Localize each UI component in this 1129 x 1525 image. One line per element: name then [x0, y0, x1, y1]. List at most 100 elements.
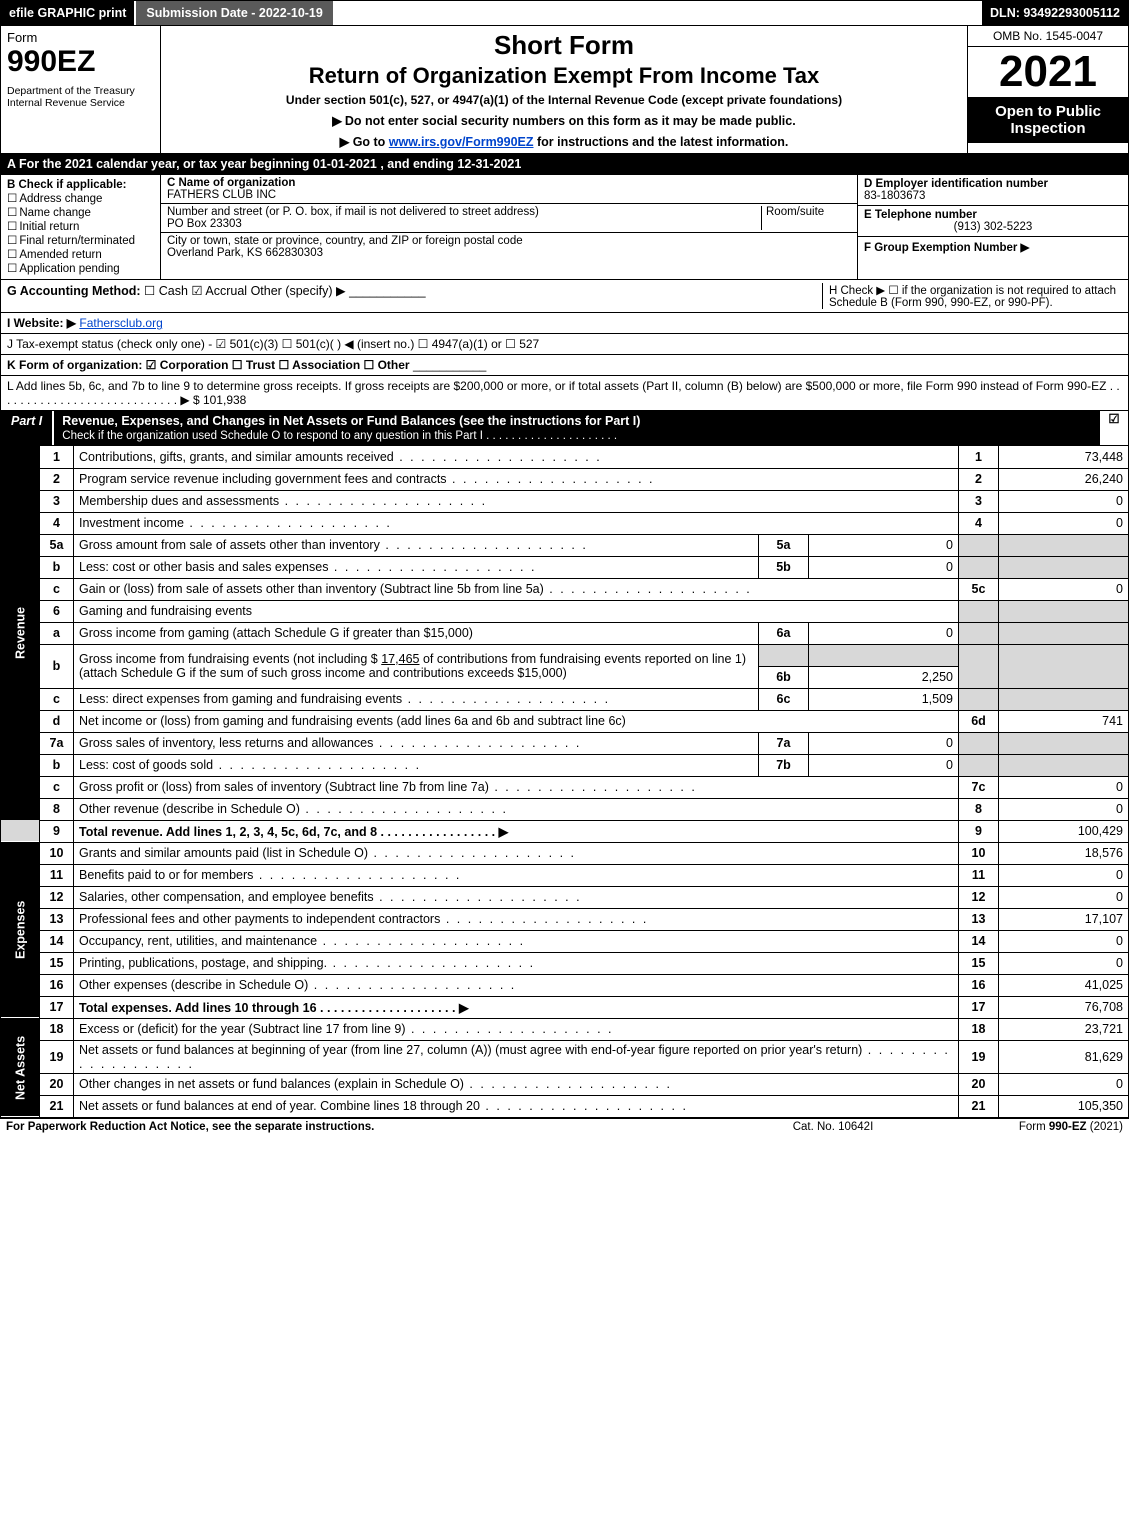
- l8-val: 0: [999, 798, 1129, 820]
- footer-form-ref: Form 990-EZ (2021): [953, 1121, 1123, 1133]
- l14-val: 0: [999, 930, 1129, 952]
- l20-desc: Other changes in net assets or fund bala…: [74, 1073, 959, 1095]
- h-schedule-b: H Check ▶ ☐ if the organization is not r…: [822, 283, 1122, 309]
- l6a-inval: 0: [809, 622, 959, 644]
- l21-val: 105,350: [999, 1095, 1129, 1117]
- instruction-no-ssn: Do not enter social security numbers on …: [167, 113, 961, 128]
- side-netassets: Net Assets: [1, 1018, 40, 1117]
- col-b-title: B Check if applicable:: [7, 179, 154, 191]
- chk-other[interactable]: Other (specify) ▶ ___________: [251, 284, 426, 298]
- f-label: F Group Exemption Number ▶: [864, 242, 1029, 254]
- section-bcdef: B Check if applicable: Address change Na…: [0, 175, 1129, 280]
- efile-print[interactable]: efile GRAPHIC print: [1, 1, 136, 25]
- room-label: Room/suite: [766, 206, 824, 218]
- header-right: OMB No. 1545-0047 2021 Open to Public In…: [968, 26, 1128, 153]
- l6b-inval: 2,250: [809, 666, 959, 688]
- street-label: Number and street (or P. O. box, if mail…: [167, 206, 539, 218]
- l6b-desc: Gross income from fundraising events (no…: [74, 644, 759, 688]
- l1-val: 73,448: [999, 446, 1129, 468]
- line-6: 6Gaming and fundraising events: [1, 600, 1129, 622]
- l7c-val: 0: [999, 776, 1129, 798]
- l8-desc: Other revenue (describe in Schedule O): [74, 798, 959, 820]
- l5a-inval: 0: [809, 534, 959, 556]
- submission-date: Submission Date - 2022-10-19: [136, 1, 334, 25]
- chk-name-change[interactable]: Name change: [7, 205, 154, 219]
- line-4: 4Investment income40: [1, 512, 1129, 534]
- l7b-inval: 0: [809, 754, 959, 776]
- part-i-title: Revenue, Expenses, and Changes in Net As…: [54, 411, 1100, 445]
- chk-accrual[interactable]: ☑ Accrual: [191, 284, 247, 298]
- l-text: L Add lines 5b, 6c, and 7b to line 9 to …: [7, 379, 1120, 407]
- line-6b: bGross income from fundraising events (n…: [1, 644, 1129, 666]
- chk-address-change[interactable]: Address change: [7, 191, 154, 205]
- l6c-desc: Less: direct expenses from gaming and fu…: [74, 688, 759, 710]
- l1-desc: Contributions, gifts, grants, and simila…: [74, 446, 959, 468]
- l5b-inval: 0: [809, 556, 959, 578]
- line-15: 15Printing, publications, postage, and s…: [1, 952, 1129, 974]
- l5a-desc: Gross amount from sale of assets other t…: [74, 534, 759, 556]
- l18-desc: Excess or (deficit) for the year (Subtra…: [74, 1018, 959, 1040]
- l15-val: 0: [999, 952, 1129, 974]
- phone-row: E Telephone number (913) 302-5223: [858, 206, 1128, 237]
- instruction-goto: ▶ Go to www.irs.gov/Form990EZ for instru…: [167, 134, 961, 149]
- column-b-checkboxes: B Check if applicable: Address change Na…: [1, 175, 161, 279]
- row-l-gross-receipts: L Add lines 5b, 6c, and 7b to line 9 to …: [0, 376, 1129, 411]
- line-20: 20Other changes in net assets or fund ba…: [1, 1073, 1129, 1095]
- department-label: Department of the Treasury Internal Reve…: [7, 85, 154, 109]
- goto-post: for instructions and the latest informat…: [534, 135, 789, 149]
- line-9: 9Total revenue. Add lines 1, 2, 3, 4, 5c…: [1, 820, 1129, 842]
- l6-desc: Gaming and fundraising events: [74, 600, 959, 622]
- l5c-val: 0: [999, 578, 1129, 600]
- row-a-tax-year: A For the 2021 calendar year, or tax yea…: [0, 154, 1129, 175]
- l7a-inval: 0: [809, 732, 959, 754]
- line-19: 19Net assets or fund balances at beginni…: [1, 1040, 1129, 1073]
- accounting-method: G Accounting Method: ☐ Cash ☑ Accrual Ot…: [7, 283, 822, 309]
- side-revenue: Revenue: [1, 446, 40, 820]
- column-c-org-info: C Name of organization FATHERS CLUB INC …: [161, 175, 858, 279]
- irs-link[interactable]: www.irs.gov/Form990EZ: [389, 135, 534, 149]
- l5b-desc: Less: cost or other basis and sales expe…: [74, 556, 759, 578]
- line-18: Net Assets18Excess or (deficit) for the …: [1, 1018, 1129, 1040]
- chk-amended-return[interactable]: Amended return: [7, 247, 154, 261]
- line-5c: cGain or (loss) from sale of assets othe…: [1, 578, 1129, 600]
- line-7c: cGross profit or (loss) from sales of in…: [1, 776, 1129, 798]
- l17-val: 76,708: [999, 996, 1129, 1018]
- l9-desc: Total revenue. Add lines 1, 2, 3, 4, 5c,…: [74, 820, 959, 842]
- part-i-subtitle: Check if the organization used Schedule …: [62, 430, 617, 442]
- part-i-checkbox[interactable]: ☑: [1100, 411, 1128, 445]
- ein-value: 83-1803673: [864, 190, 925, 202]
- website-link[interactable]: Fathersclub.org: [79, 316, 162, 330]
- open-to-public: Open to Public Inspection: [968, 97, 1128, 143]
- chk-initial-return[interactable]: Initial return: [7, 219, 154, 233]
- group-exemption-row: F Group Exemption Number ▶: [858, 237, 1128, 257]
- footer-left: For Paperwork Reduction Act Notice, see …: [6, 1121, 713, 1133]
- street-value: PO Box 23303: [167, 218, 242, 230]
- l16-desc: Other expenses (describe in Schedule O): [74, 974, 959, 996]
- org-name-row: C Name of organization FATHERS CLUB INC: [161, 175, 857, 204]
- l7a-desc: Gross sales of inventory, less returns a…: [74, 732, 759, 754]
- form-number: 990EZ: [7, 45, 154, 79]
- line-6c: cLess: direct expenses from gaming and f…: [1, 688, 1129, 710]
- dln-number: DLN: 93492293005112: [982, 1, 1128, 25]
- l11-desc: Benefits paid to or for members: [74, 864, 959, 886]
- l7b-desc: Less: cost of goods sold: [74, 754, 759, 776]
- line-2: 2Program service revenue including gover…: [1, 468, 1129, 490]
- row-k-form-org: K Form of organization: ☑ Corporation ☐ …: [0, 355, 1129, 376]
- l13-desc: Professional fees and other payments to …: [74, 908, 959, 930]
- top-bar: efile GRAPHIC print Submission Date - 20…: [0, 0, 1129, 26]
- line-5a: 5aGross amount from sale of assets other…: [1, 534, 1129, 556]
- line-1: Revenue 1Contributions, gifts, grants, a…: [1, 446, 1129, 468]
- l7c-desc: Gross profit or (loss) from sales of inv…: [74, 776, 959, 798]
- l4-val: 0: [999, 512, 1129, 534]
- chk-application-pending[interactable]: Application pending: [7, 261, 154, 275]
- l15-desc: Printing, publications, postage, and shi…: [74, 952, 959, 974]
- chk-cash[interactable]: ☐ Cash: [144, 284, 188, 298]
- l6c-inval: 1,509: [809, 688, 959, 710]
- line-7b: bLess: cost of goods sold7b0: [1, 754, 1129, 776]
- title-main: Return of Organization Exempt From Incom…: [167, 63, 961, 89]
- l9-val: 100,429: [999, 820, 1129, 842]
- chk-final-return[interactable]: Final return/terminated: [7, 233, 154, 247]
- omb-number: OMB No. 1545-0047: [968, 26, 1128, 47]
- line-11: 11Benefits paid to or for members110: [1, 864, 1129, 886]
- line-12: 12Salaries, other compensation, and empl…: [1, 886, 1129, 908]
